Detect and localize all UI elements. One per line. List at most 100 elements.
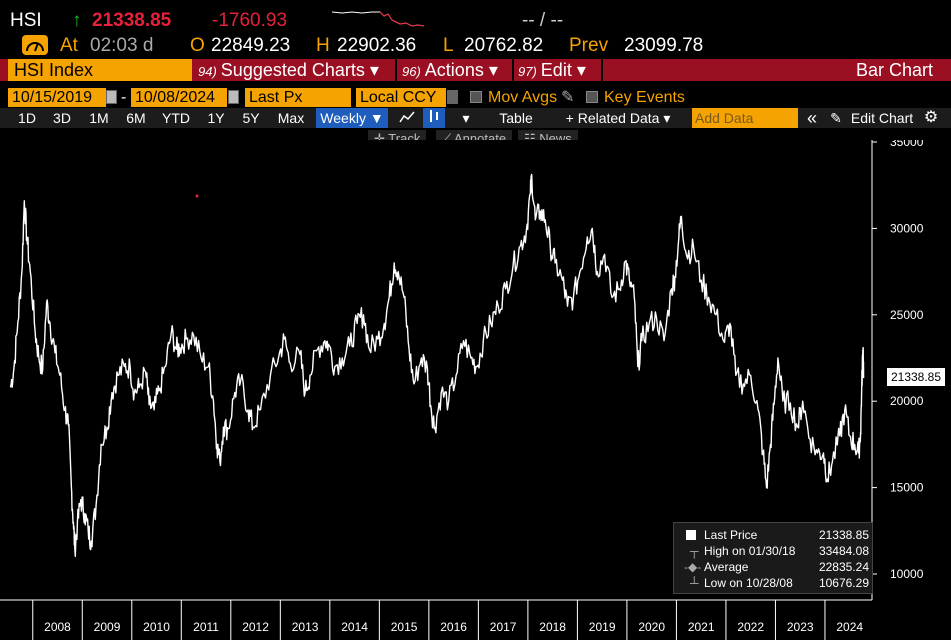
mov-avgs-label[interactable]: Mov Avgs	[488, 89, 558, 106]
date-dash: -	[121, 89, 127, 106]
x-tick-label: 2020	[638, 620, 665, 634]
x-tick-label: 2014	[341, 620, 368, 634]
edit-chart-button[interactable]: Edit Chart	[850, 110, 914, 126]
high-label: H	[316, 35, 330, 56]
price-series-line	[9, 173, 865, 557]
x-tick-label: 2018	[539, 620, 566, 634]
gauge-icon	[22, 35, 48, 55]
intraday-sparkline	[332, 11, 424, 27]
period-ytd[interactable]: YTD	[162, 110, 190, 126]
prev-label: Prev	[569, 35, 609, 56]
suggested-label: Suggested Charts	[220, 60, 365, 80]
related-data-button[interactable]: + Related Data ▾	[565, 110, 671, 126]
mov-avgs-checkbox[interactable]	[470, 91, 482, 103]
news-icon: ☷	[524, 131, 536, 146]
chevron-down-icon: ▾	[576, 60, 586, 80]
period-1y[interactable]: 1Y	[207, 110, 225, 126]
average-line-icon: -◆-	[684, 560, 702, 574]
ticker-symbol: HSI	[10, 10, 42, 31]
legend-value: 22835.24	[818, 560, 869, 574]
start-date-field[interactable]: 10/15/2019	[8, 88, 106, 107]
low-value: 20762.82	[464, 35, 544, 56]
edit-menu[interactable]: 97) Edit ▾	[518, 59, 586, 81]
pencil-icon[interactable]: ✎	[561, 89, 575, 106]
white-square-icon	[686, 530, 696, 540]
pencil-icon[interactable]: ✎	[830, 110, 842, 126]
open-value: 22849.23	[211, 35, 291, 56]
y-tick-label: 35000	[890, 140, 924, 149]
period-1d[interactable]: 1D	[18, 110, 36, 126]
legend-value: 10676.29	[818, 576, 869, 590]
currency-selector[interactable]: Local CCY	[356, 88, 446, 107]
calendar-icon[interactable]	[106, 90, 117, 104]
calendar-icon[interactable]	[228, 90, 239, 104]
high-value: 22902.36	[337, 35, 417, 56]
last-price: 21338.85	[92, 10, 172, 31]
key-events-label[interactable]: Key Events	[604, 89, 685, 106]
y-tick-label: 10000	[890, 567, 924, 581]
legend-row-last: Last Price 21338.85	[674, 527, 872, 543]
y-tick-label: 15000	[890, 481, 924, 495]
suggested-num: 94)	[198, 64, 217, 79]
up-arrow-icon: ↑	[72, 10, 82, 31]
y-tick-label: 30000	[890, 221, 924, 235]
menu-divider	[512, 59, 514, 81]
security-field[interactable]: HSI Index	[8, 59, 192, 81]
period-1m[interactable]: 1M	[89, 110, 109, 126]
chart-legend: Last Price 21338.85 ┬ High on 01/30/18 3…	[673, 522, 873, 594]
bar-chart-icon[interactable]	[423, 108, 445, 128]
x-tick-label: 2017	[490, 620, 517, 634]
x-tick-label: 2021	[688, 620, 715, 634]
function-menu-bar: HSI Index 94) Suggested Charts ▾ 96) Actio…	[0, 59, 951, 81]
table-button[interactable]: Table	[499, 110, 533, 126]
x-tick-label: 2013	[292, 620, 319, 634]
edit-num: 97)	[518, 64, 537, 79]
period-6m[interactable]: 6M	[126, 110, 146, 126]
suggested-charts-menu[interactable]: 94) Suggested Charts ▾	[198, 59, 379, 81]
x-tick-label: 2015	[391, 620, 418, 634]
y-tick-label: 25000	[890, 308, 924, 322]
x-tick-label: 2024	[836, 620, 863, 634]
edit-label: Edit	[540, 60, 572, 80]
at-label: At	[60, 35, 78, 56]
quote-header: HSI ↑ 21338.85 -1760.93 -- / --	[0, 8, 951, 34]
chart-toolbar: 1D 3D 1M 6M YTD 1Y 5Y Max Weekly ▼ ▾ Tab…	[0, 108, 951, 128]
annotate-icon: ⟋	[442, 131, 452, 146]
dropdown-icon[interactable]	[447, 90, 458, 104]
ohlc-row: At 02:03 d O 22849.23 H 22902.36 L 20762…	[0, 34, 951, 58]
frequency-selector[interactable]: Weekly ▼	[316, 108, 388, 128]
legend-value: 33484.08	[818, 544, 869, 558]
field-selector[interactable]: Last Px	[245, 88, 351, 107]
x-tick-label: 2011	[193, 620, 219, 634]
legend-row-average: -◆- Average 22835.24	[674, 559, 872, 575]
gear-icon[interactable]: ⚙	[923, 109, 939, 126]
actions-menu[interactable]: 96) Actions ▾	[402, 59, 498, 81]
key-events-checkbox[interactable]	[586, 91, 598, 103]
chart-type-title: Bar Chart	[855, 60, 933, 80]
end-date-field[interactable]: 10/08/2024	[131, 88, 227, 107]
legend-row-high: ┬ High on 01/30/18 33484.08	[674, 543, 872, 559]
collapse-icon[interactable]: «	[806, 108, 817, 128]
chart-style-dropdown-icon[interactable]: ▾	[462, 110, 470, 126]
legend-name: High on 01/30/18	[704, 544, 796, 558]
chevron-down-icon: ▾	[369, 60, 379, 80]
period-3d[interactable]: 3D	[53, 110, 71, 126]
quote-time: 02:03 d	[90, 35, 154, 56]
add-data-input[interactable]: Add Data	[692, 108, 798, 128]
legend-row-low: ┴ Low on 10/28/08 10676.29	[674, 575, 872, 591]
x-tick-label: 2008	[44, 620, 71, 634]
legend-value: 21338.85	[818, 528, 869, 542]
x-tick-label: 2010	[143, 620, 170, 634]
legend-name: Last Price	[704, 528, 758, 542]
x-tick-label: 2016	[440, 620, 467, 634]
period-5y[interactable]: 5Y	[242, 110, 260, 126]
actions-label: Actions	[424, 60, 484, 80]
low-label: L	[443, 35, 454, 56]
crosshair-icon: ✛	[374, 131, 385, 146]
x-axis: 2008 2009 2010 2011 2012 2013 2014 2015 2016 2017…	[0, 599, 872, 640]
net-change: -1760.93	[212, 10, 288, 31]
prev-value: 23099.78	[624, 35, 704, 56]
menu-divider	[395, 59, 397, 81]
line-chart-icon[interactable]	[392, 108, 422, 128]
period-max[interactable]: Max	[277, 110, 305, 126]
